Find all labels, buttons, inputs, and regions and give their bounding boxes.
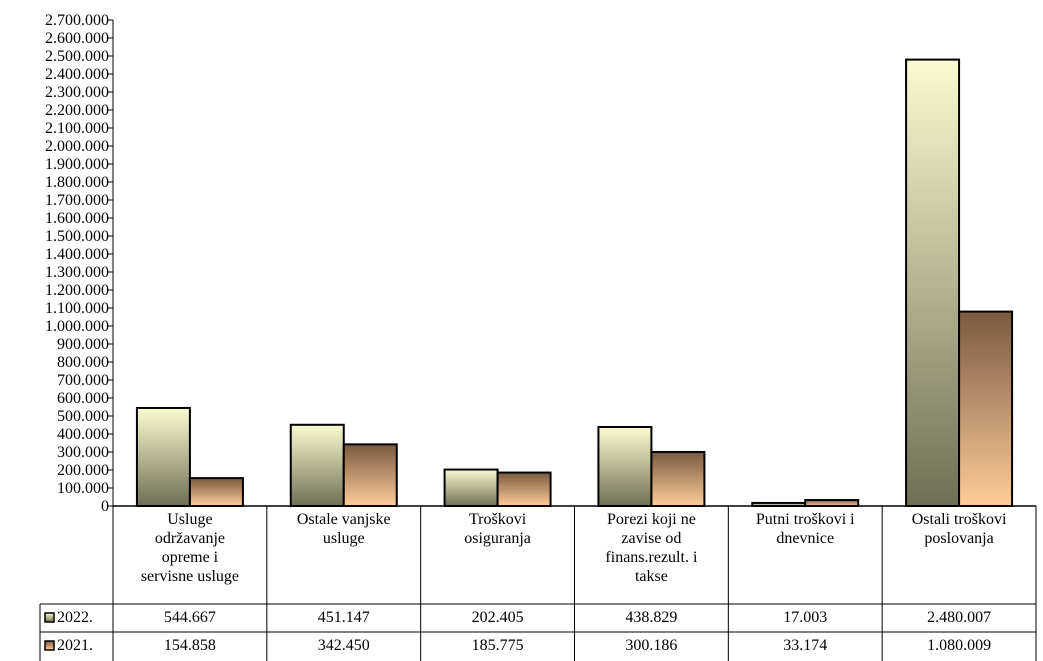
y-tick-label: 600.000: [57, 390, 109, 407]
category-label: takse: [635, 568, 668, 585]
y-tick-label: 2.000.000: [45, 138, 109, 155]
y-tick-label: 2.400.000: [45, 66, 109, 83]
legend-series-name: 2021.: [57, 637, 93, 654]
category-label: zavise od: [621, 530, 681, 547]
bar-2021-1: [188, 477, 244, 507]
bars: [113, 58, 1036, 508]
table-value: 300.186: [625, 637, 677, 654]
legend-key-2021: [44, 640, 55, 651]
category-label: finans.rezult. i: [605, 549, 698, 566]
category-label: osiguranja: [464, 530, 531, 547]
table-value: 1.080.009: [927, 637, 991, 654]
y-tick-label: 1.600.000: [45, 210, 109, 227]
y-tick-label: 100.000: [57, 480, 109, 497]
y-tick-label: 1.000.000: [45, 318, 109, 335]
category-label: dnevnice: [776, 530, 834, 547]
bar-2021-4: [650, 450, 706, 508]
bar-2021-3: [496, 471, 552, 507]
table-value: 451.147: [318, 609, 370, 626]
y-tick-label: 700.000: [57, 372, 109, 389]
bar-2022-4: [597, 426, 653, 507]
y-tick-label: 1.800.000: [45, 174, 109, 191]
y-tick-label: 500.000: [57, 408, 109, 425]
y-tick-label: 2.700.000: [45, 12, 109, 29]
table-value: 2.480.007: [927, 609, 991, 626]
category-label: Usluge: [167, 511, 212, 528]
table-value: 154.858: [164, 637, 216, 654]
legend-key-2022: [44, 612, 55, 623]
category-label: poslovanja: [924, 530, 993, 547]
bar-2022-2: [289, 423, 345, 508]
y-tick-label: 2.100.000: [45, 120, 109, 137]
y-tick-label: 2.300.000: [45, 84, 109, 101]
y-tick-label: 2.500.000: [45, 48, 109, 65]
y-tick-label: 1.700.000: [45, 192, 109, 209]
table-value: 438.829: [625, 609, 677, 626]
y-tick-label: 1.400.000: [45, 246, 109, 263]
category-label: servisne usluge: [141, 568, 239, 585]
bar-2021-5: [804, 499, 860, 508]
bar-2022-3: [443, 468, 499, 508]
y-tick-label: 400.000: [57, 426, 109, 443]
bar-2022-1: [135, 406, 191, 507]
legend-series-name: 2022.: [57, 609, 93, 626]
y-tick-label: 1.200.000: [45, 282, 109, 299]
table-value: 202.405: [472, 609, 524, 626]
category-label: Ostale vanjske: [297, 511, 391, 528]
y-tick-label: 2.200.000: [45, 102, 109, 119]
category-label: Ostali troškovi: [912, 511, 1007, 528]
y-tick-label: 300.000: [57, 444, 109, 461]
category-label: usluge: [323, 530, 365, 547]
y-tick-label: 1.900.000: [45, 156, 109, 173]
data-table: Usluge održavanje opreme i servisne usluge O…: [39, 506, 1037, 661]
y-axis: 0100.000200.000300.000400.000500.000600.…: [45, 12, 114, 515]
table-value: 544.667: [164, 609, 216, 626]
y-tick-label: 2.600.000: [45, 30, 109, 47]
category-label: Troškovi: [469, 511, 527, 528]
bar-2021-2: [342, 443, 398, 508]
y-tick-label: 800.000: [57, 354, 109, 371]
table-value: 33.174: [783, 637, 827, 654]
y-tick-label: 1.500.000: [45, 228, 109, 245]
table-value: 342.450: [318, 637, 370, 654]
category-label: Porezi koji ne: [607, 511, 696, 528]
category-label: opreme i: [162, 549, 219, 566]
table-value: 17.003: [783, 609, 827, 626]
y-tick-label: 0: [101, 498, 109, 515]
y-tick-label: 1.100.000: [45, 300, 109, 317]
bar-2021-6: [958, 310, 1014, 508]
y-tick-label: 200.000: [57, 462, 109, 479]
category-label: održavanje: [155, 530, 225, 547]
bar-2022-6: [905, 58, 961, 507]
y-tick-label: 1.300.000: [45, 264, 109, 281]
y-tick-label: 900.000: [57, 336, 109, 353]
category-label: Putni troškovi i: [756, 511, 855, 528]
table-value: 185.775: [472, 637, 524, 654]
